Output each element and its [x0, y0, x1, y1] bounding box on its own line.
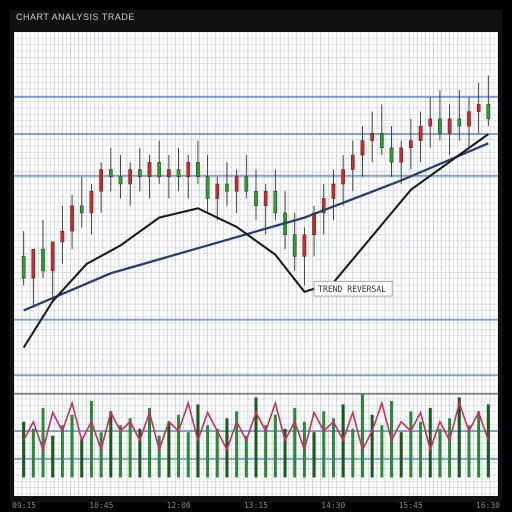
x-tick-label: 09:15 — [12, 501, 36, 510]
svg-text:TREND REVERSAL: TREND REVERSAL — [318, 284, 386, 294]
window-title: CHART ANALYSIS TRADE — [16, 12, 135, 22]
x-axis-labels: 09:15 10:45 12:00 13:15 14:30 15:45 16:30 — [12, 501, 500, 510]
x-tick-label: 10:45 — [89, 501, 113, 510]
chart-canvas[interactable]: TREND REVERSAL — [14, 32, 498, 496]
x-tick-label: 14:30 — [321, 501, 345, 510]
x-tick-label: 16:30 — [476, 501, 500, 510]
x-tick-label: 12:00 — [167, 501, 191, 510]
x-tick-label: 15:45 — [399, 501, 423, 510]
x-tick-label: 13:15 — [244, 501, 268, 510]
chart-window: CHART ANALYSIS TRADE TREND REVERSAL — [8, 8, 504, 504]
